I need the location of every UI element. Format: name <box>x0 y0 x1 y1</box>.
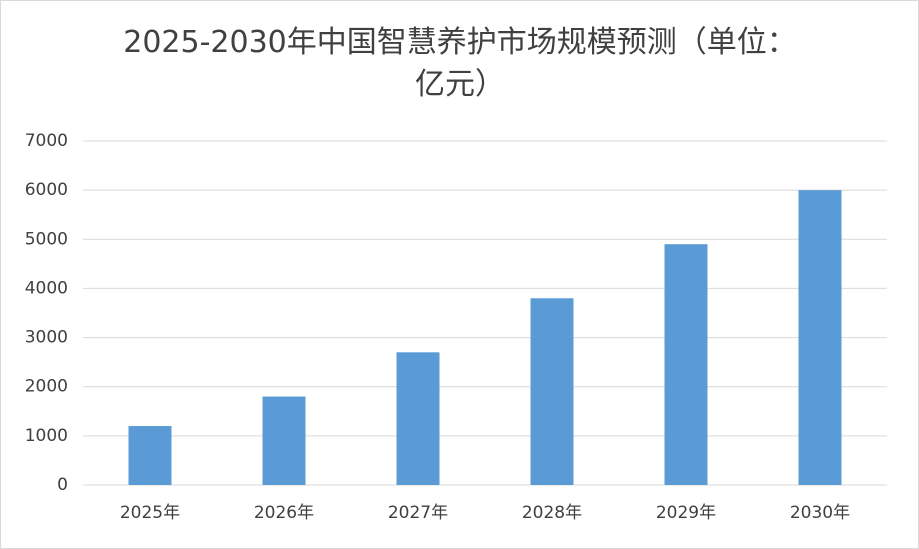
chart-title: 2025-2030年中国智慧养护市场规模预测（单位：亿元） <box>123 25 797 102</box>
y-tick-label: 5000 <box>25 229 68 249</box>
y-tick-label: 1000 <box>25 426 68 446</box>
bar <box>530 298 574 485</box>
bar <box>664 244 708 485</box>
bar <box>128 426 172 485</box>
bar <box>798 190 842 485</box>
x-tick-label: 2028年 <box>522 503 582 523</box>
bar <box>396 352 440 485</box>
y-tick-label: 6000 <box>25 180 68 200</box>
x-tick-label: 2030年 <box>790 503 850 523</box>
y-tick-label: 0 <box>57 475 68 495</box>
x-tick-label: 2025年 <box>120 503 180 523</box>
x-tick-label: 2026年 <box>254 503 314 523</box>
bar <box>262 396 306 485</box>
y-tick-label: 7000 <box>25 131 68 151</box>
y-tick-label: 4000 <box>25 278 68 298</box>
x-tick-label: 2027年 <box>388 503 448 523</box>
y-tick-label: 3000 <box>25 328 68 348</box>
x-tick-label: 2029年 <box>656 503 716 523</box>
y-tick-label: 2000 <box>25 377 68 397</box>
